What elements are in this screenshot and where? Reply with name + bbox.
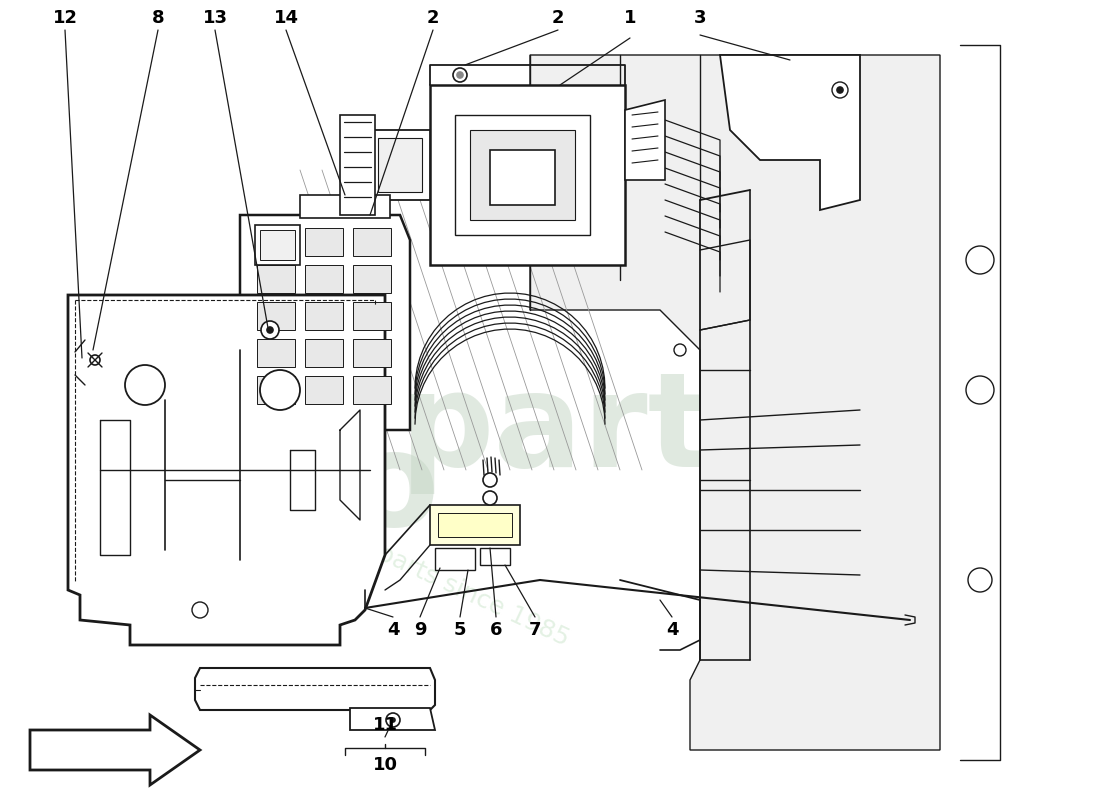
Text: 5: 5: [453, 621, 466, 639]
Circle shape: [966, 376, 994, 404]
Polygon shape: [530, 55, 940, 750]
Text: 4: 4: [666, 621, 679, 639]
Polygon shape: [340, 115, 375, 215]
Polygon shape: [353, 265, 390, 293]
Text: 6: 6: [490, 621, 503, 639]
Polygon shape: [305, 302, 343, 330]
Polygon shape: [430, 505, 520, 545]
Polygon shape: [434, 548, 475, 570]
Circle shape: [456, 72, 463, 78]
Text: 10: 10: [373, 756, 397, 774]
Text: 9: 9: [414, 621, 427, 639]
Polygon shape: [260, 230, 295, 260]
Polygon shape: [438, 513, 512, 537]
Circle shape: [966, 246, 994, 274]
Circle shape: [968, 568, 992, 592]
Circle shape: [90, 355, 100, 365]
Polygon shape: [300, 195, 390, 218]
Text: 1: 1: [624, 9, 636, 27]
Text: 1985: 1985: [750, 417, 920, 483]
Polygon shape: [257, 376, 295, 404]
Text: 3: 3: [694, 9, 706, 27]
Text: 13: 13: [202, 9, 228, 27]
Polygon shape: [195, 668, 434, 710]
Circle shape: [260, 370, 300, 410]
Text: a passion for parts since 1985: a passion for parts since 1985: [220, 469, 573, 651]
Polygon shape: [353, 339, 390, 367]
Text: 7: 7: [529, 621, 541, 639]
Polygon shape: [257, 302, 295, 330]
Polygon shape: [30, 715, 200, 785]
Circle shape: [386, 713, 400, 727]
Polygon shape: [430, 85, 625, 265]
Polygon shape: [370, 130, 430, 200]
Polygon shape: [455, 115, 590, 235]
Polygon shape: [305, 339, 343, 367]
Circle shape: [192, 602, 208, 618]
Polygon shape: [480, 548, 510, 565]
Circle shape: [267, 327, 273, 333]
Polygon shape: [353, 228, 390, 256]
Polygon shape: [350, 708, 434, 730]
Polygon shape: [257, 228, 295, 256]
Text: 12: 12: [53, 9, 77, 27]
Polygon shape: [255, 225, 300, 265]
Polygon shape: [257, 339, 295, 367]
Text: 14: 14: [274, 9, 298, 27]
Circle shape: [390, 718, 395, 722]
Text: euro: euro: [100, 426, 439, 554]
Circle shape: [837, 87, 843, 93]
Text: 2: 2: [427, 9, 439, 27]
Polygon shape: [305, 228, 343, 256]
Text: 8: 8: [152, 9, 164, 27]
Polygon shape: [305, 376, 343, 404]
Polygon shape: [720, 55, 860, 210]
Circle shape: [483, 491, 497, 505]
Circle shape: [261, 321, 279, 339]
Polygon shape: [257, 265, 295, 293]
Circle shape: [125, 365, 165, 405]
Circle shape: [674, 344, 686, 356]
Polygon shape: [240, 215, 410, 430]
Text: 2: 2: [552, 9, 564, 27]
Text: 11: 11: [373, 716, 397, 734]
Polygon shape: [353, 376, 390, 404]
Text: parts: parts: [400, 366, 791, 494]
Polygon shape: [378, 138, 422, 192]
Polygon shape: [68, 295, 385, 645]
Polygon shape: [490, 150, 556, 205]
Polygon shape: [625, 100, 666, 180]
Circle shape: [483, 473, 497, 487]
Circle shape: [832, 82, 848, 98]
Polygon shape: [470, 130, 575, 220]
Polygon shape: [305, 265, 343, 293]
Text: 4: 4: [387, 621, 399, 639]
Polygon shape: [353, 302, 390, 330]
Circle shape: [453, 68, 468, 82]
